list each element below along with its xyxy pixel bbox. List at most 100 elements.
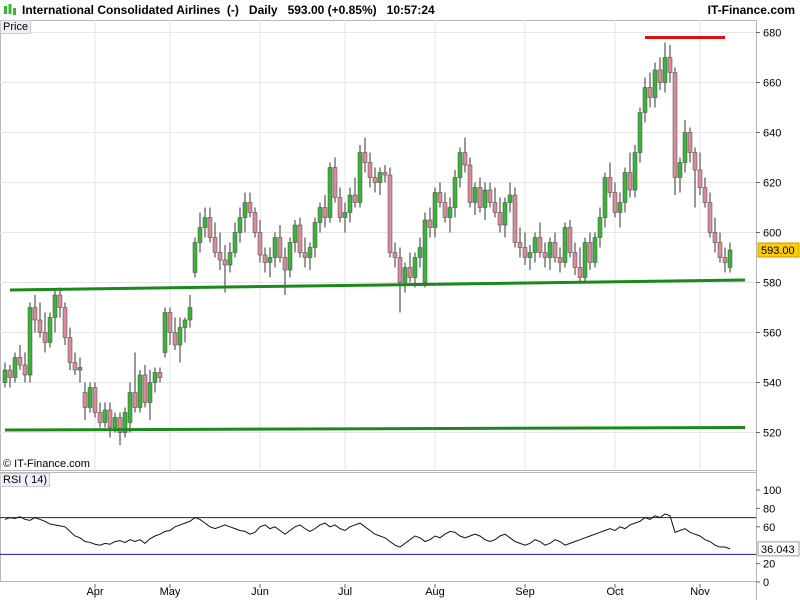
candle-down bbox=[67, 337, 73, 363]
instrument-title: International Consolidated Airlines (-) … bbox=[22, 3, 435, 17]
candle-down bbox=[712, 232, 718, 243]
candle-up bbox=[182, 319, 188, 328]
candle-down bbox=[117, 417, 123, 433]
candle-up bbox=[242, 202, 248, 218]
candle-down bbox=[397, 257, 403, 283]
rsi-tick-label: 80 bbox=[763, 503, 775, 515]
candle-down bbox=[392, 252, 398, 258]
candle-down bbox=[212, 237, 218, 253]
support-trendline bbox=[4, 426, 746, 432]
month-label: Jul bbox=[338, 586, 352, 598]
candle-down bbox=[282, 257, 288, 271]
candle-down bbox=[7, 369, 13, 378]
candle-down bbox=[172, 332, 178, 346]
candle-up bbox=[287, 242, 293, 271]
last-price-label: 593.00 bbox=[761, 245, 795, 257]
candle-up bbox=[317, 207, 323, 223]
candle-down bbox=[207, 217, 213, 238]
candle-up bbox=[307, 247, 313, 258]
candle-down bbox=[362, 152, 368, 163]
candle-down bbox=[352, 194, 358, 203]
candle-up bbox=[292, 224, 298, 243]
month-label: Jun bbox=[251, 586, 269, 598]
candle-down bbox=[247, 202, 253, 213]
candle-up bbox=[137, 374, 143, 408]
candle-down bbox=[42, 332, 48, 343]
candle-up bbox=[267, 257, 273, 263]
candle-down bbox=[62, 307, 68, 338]
candle-down bbox=[722, 257, 728, 263]
candle-up bbox=[327, 167, 333, 218]
candle-down bbox=[92, 387, 98, 413]
candle-down bbox=[367, 162, 373, 178]
rsi-tick-label: 20 bbox=[763, 559, 775, 571]
candle-down bbox=[687, 132, 693, 153]
candle-up bbox=[357, 152, 363, 203]
candle-down bbox=[492, 202, 498, 213]
candle-up bbox=[347, 194, 353, 213]
candle-up bbox=[637, 112, 643, 153]
candle-down bbox=[557, 257, 563, 263]
candle-down bbox=[372, 177, 378, 183]
candle-down bbox=[57, 294, 63, 308]
candle-down bbox=[477, 187, 483, 208]
candle-up bbox=[47, 317, 53, 343]
rsi-value-box bbox=[757, 541, 800, 557]
candle-down bbox=[252, 212, 258, 233]
candle-down bbox=[627, 172, 633, 191]
month-label: Aug bbox=[425, 586, 445, 598]
candle-down bbox=[437, 192, 443, 203]
candle-up bbox=[532, 237, 538, 253]
candle-down bbox=[222, 259, 228, 266]
candle-down bbox=[82, 392, 88, 408]
candlestick-icon bbox=[4, 4, 16, 15]
candle-down bbox=[537, 237, 543, 253]
candle-up bbox=[312, 222, 318, 248]
rsi-line bbox=[4, 513, 731, 550]
candle-up bbox=[127, 392, 133, 423]
candle-up bbox=[122, 412, 128, 433]
candle-down bbox=[487, 189, 493, 203]
candle-up bbox=[592, 237, 598, 263]
price-tick-label: 640 bbox=[763, 128, 781, 140]
candle-down bbox=[707, 202, 713, 233]
candle-up bbox=[227, 252, 233, 266]
brand-label[interactable]: IT-Finance.com bbox=[707, 3, 795, 17]
candle-up bbox=[642, 87, 648, 113]
candle-down bbox=[657, 69, 663, 83]
candle-up bbox=[377, 172, 383, 183]
price-tick-label: 600 bbox=[763, 228, 781, 240]
candle-up bbox=[447, 207, 453, 218]
candle-down bbox=[467, 164, 473, 203]
candle-up bbox=[112, 417, 118, 428]
candle-up bbox=[677, 162, 683, 178]
candle-down bbox=[297, 224, 303, 253]
candle-up bbox=[597, 217, 603, 238]
rsi-tick-label: 60 bbox=[763, 522, 775, 534]
candle-up bbox=[177, 327, 183, 346]
candle-up bbox=[727, 249, 733, 268]
rsi-tick-label: 100 bbox=[763, 485, 781, 497]
candle-up bbox=[202, 217, 208, 228]
candle-up bbox=[582, 242, 588, 278]
candle-up bbox=[432, 192, 438, 228]
candle-down bbox=[672, 72, 678, 178]
candle-up bbox=[27, 307, 33, 376]
candle-up bbox=[622, 172, 628, 203]
chart-header: International Consolidated Airlines (-) … bbox=[0, 0, 800, 20]
candle-down bbox=[132, 392, 138, 408]
candle-up bbox=[192, 242, 198, 273]
month-label: Apr bbox=[86, 586, 103, 598]
candle-up bbox=[147, 382, 153, 403]
candle-up bbox=[527, 252, 533, 258]
candle-down bbox=[697, 169, 703, 188]
candle-down bbox=[322, 207, 328, 218]
month-label: Sep bbox=[515, 586, 535, 598]
candle-up bbox=[617, 202, 623, 213]
candle-down bbox=[17, 357, 23, 366]
candle-up bbox=[682, 132, 688, 163]
candle-up bbox=[562, 227, 568, 263]
candle-down bbox=[167, 312, 173, 333]
candle-up bbox=[412, 257, 418, 278]
candle-up bbox=[272, 237, 278, 258]
